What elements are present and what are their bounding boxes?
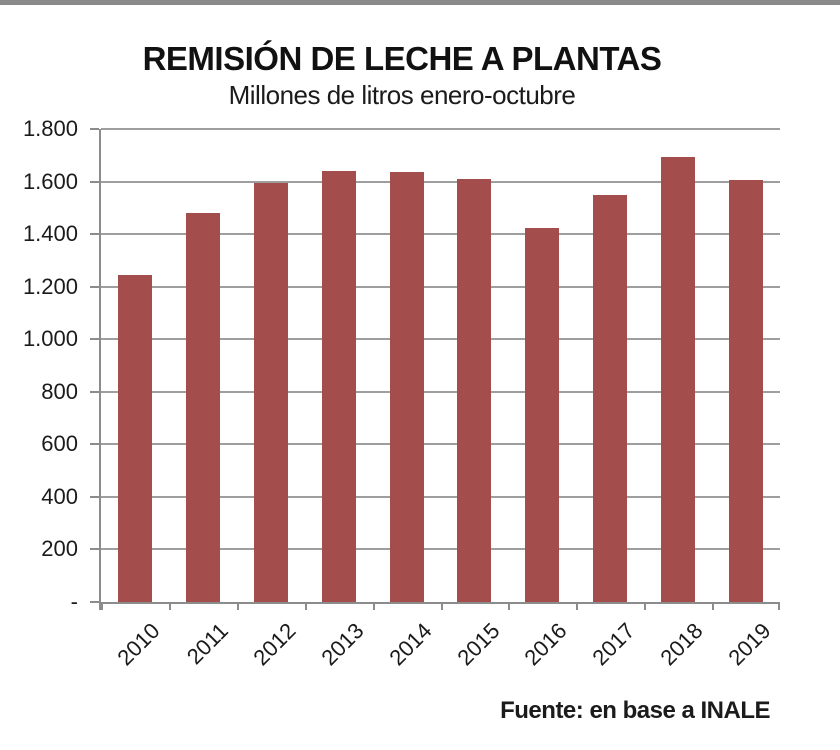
x-axis-label: 2011 bbox=[181, 618, 233, 670]
y-axis-tick bbox=[90, 128, 99, 130]
y-axis-tick bbox=[90, 180, 99, 183]
y-axis-tick bbox=[90, 443, 99, 446]
x-axis-label-cell: 2016 bbox=[508, 602, 576, 687]
bar-2014 bbox=[389, 172, 424, 602]
gridline-400 bbox=[101, 495, 780, 498]
y-axis-tick bbox=[90, 390, 99, 393]
gridline-600 bbox=[101, 443, 780, 446]
x-axis-line bbox=[99, 602, 780, 604]
bar-2012 bbox=[253, 182, 288, 602]
x-axis-label-cell: 2014 bbox=[373, 602, 441, 687]
y-axis-label: 1.600 bbox=[22, 168, 78, 194]
x-axis-label: 2015 bbox=[451, 618, 505, 671]
x-axis-tick bbox=[778, 602, 780, 610]
x-axis-label: 2013 bbox=[316, 618, 369, 671]
gridline-800 bbox=[101, 390, 780, 393]
y-axis-label: 1.000 bbox=[22, 326, 78, 352]
gridline-1400 bbox=[101, 233, 780, 236]
x-axis-tick bbox=[440, 602, 443, 610]
x-axis-label: 2012 bbox=[248, 618, 301, 671]
x-axis-label-cell: 2013 bbox=[305, 602, 373, 687]
bar-2016 bbox=[525, 227, 560, 602]
chart-subtitle: Millones de litros enero-octubre bbox=[228, 80, 576, 110]
y-axis-label: 400 bbox=[41, 483, 78, 509]
x-axis-label-cell: 2019 bbox=[712, 602, 780, 687]
x-axis-tick bbox=[101, 602, 103, 610]
x-axis-label: 2019 bbox=[723, 618, 776, 671]
y-axis-label: - bbox=[70, 589, 78, 614]
x-axis-tick bbox=[168, 602, 171, 610]
y-axis-tick bbox=[90, 338, 99, 341]
x-axis-labels: 2010 2011 2012 2013 2014 2015 2016 2017 2018 2019 bbox=[101, 602, 780, 687]
y-axis-labels: - 200 400 600 800 1.000 1.200 1.400 1.600 1.800 bbox=[0, 117, 78, 614]
chart-title: REMISIÓN DE LECHE A PLANTAS bbox=[142, 40, 662, 77]
x-axis-tick bbox=[644, 602, 647, 610]
y-axis-tick bbox=[90, 285, 99, 288]
plot-area bbox=[90, 128, 780, 610]
x-axis-tick bbox=[372, 602, 375, 610]
top-border bbox=[0, 0, 840, 5]
x-axis-label-cell: 2011 bbox=[169, 602, 237, 687]
x-axis-tick bbox=[576, 602, 579, 610]
y-axis-tick bbox=[90, 233, 99, 236]
x-axis-label-cell: 2012 bbox=[237, 602, 305, 687]
bar-2011 bbox=[185, 213, 220, 602]
gridline-200 bbox=[101, 548, 780, 551]
x-axis-label: 2018 bbox=[655, 618, 708, 671]
bar-2013 bbox=[321, 171, 356, 602]
x-axis-tick bbox=[712, 602, 715, 610]
bar-2018 bbox=[661, 156, 696, 602]
x-axis-label-cell: 2015 bbox=[441, 602, 509, 687]
bar-2019 bbox=[729, 180, 763, 602]
x-axis-tick bbox=[508, 602, 511, 610]
x-axis-label-cell: 2010 bbox=[101, 602, 169, 687]
y-axis-tick bbox=[90, 548, 99, 551]
gridline-1800 bbox=[101, 128, 780, 130]
x-axis-label-cell: 2018 bbox=[644, 602, 712, 687]
gridline-1200 bbox=[101, 285, 780, 288]
y-axis-label: 600 bbox=[41, 431, 78, 457]
gridline-1000 bbox=[101, 338, 780, 341]
x-axis-tick bbox=[304, 602, 307, 610]
x-axis-tick bbox=[236, 602, 239, 610]
y-axis-tick bbox=[90, 495, 99, 498]
source-note: Fuente: en base a INALE bbox=[500, 697, 770, 724]
y-axis-label: 800 bbox=[41, 378, 78, 404]
y-axis-tick bbox=[90, 601, 99, 603]
y-axis-label: 1.200 bbox=[22, 273, 78, 299]
bar-2017 bbox=[593, 194, 628, 602]
x-axis-label: 2010 bbox=[112, 618, 165, 671]
y-axis-label: 1.400 bbox=[22, 221, 78, 247]
x-axis-label-cell: 2017 bbox=[576, 602, 644, 687]
x-axis-label: 2014 bbox=[383, 618, 437, 671]
y-axis-label: 200 bbox=[41, 536, 78, 562]
bar-2015 bbox=[457, 178, 492, 602]
bar-2010 bbox=[117, 274, 152, 602]
y-axis-label: 1.800 bbox=[22, 116, 78, 141]
x-axis-label: 2016 bbox=[519, 618, 573, 671]
x-axis-label: 2017 bbox=[587, 618, 640, 671]
y-axis-line bbox=[99, 129, 101, 610]
gridline-1600 bbox=[101, 180, 780, 183]
